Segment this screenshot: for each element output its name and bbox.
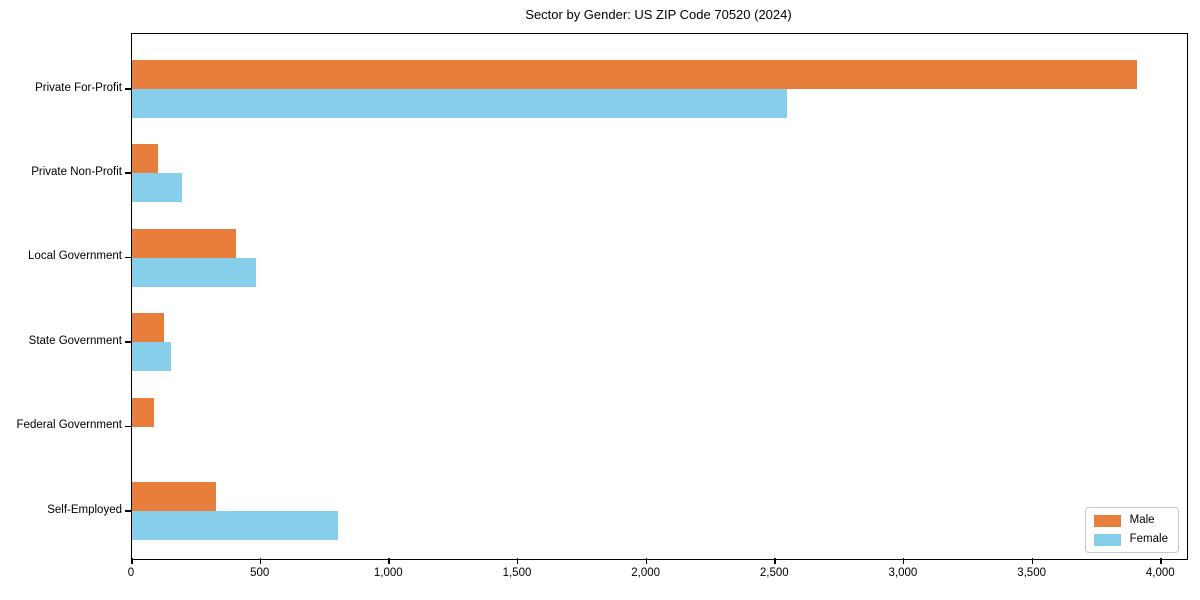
legend: Male Female: [1084, 507, 1179, 553]
y-tick-mark: [125, 172, 131, 174]
y-tick-label-local-government: Local Government: [28, 250, 122, 263]
x-tick-label-4000: 4,000: [1145, 567, 1175, 579]
y-tick-label-self-employed: Self-Employed: [47, 503, 122, 516]
y-tick-label-federal-government: Federal Government: [16, 419, 122, 432]
y-tick-mark: [125, 510, 131, 512]
x-tick-mark: [516, 558, 519, 564]
y-tick-label-state-government: State Government: [28, 334, 122, 347]
x-tick-mark: [645, 558, 648, 564]
x-tick-label-3000: 3,000: [888, 567, 918, 579]
bar-female-private-non-profit: [132, 173, 183, 203]
legend-item-male: Male: [1093, 514, 1168, 527]
plot-area: Male Female: [131, 33, 1188, 560]
legend-swatch-female: [1093, 533, 1121, 546]
x-tick-mark: [259, 558, 262, 564]
bar-male-local-government: [132, 228, 237, 258]
y-tick-mark: [125, 88, 131, 90]
bar-male-state-government: [132, 313, 165, 343]
y-tick-label-private-non-profit: Private Non-Profit: [31, 165, 122, 178]
y-tick-mark: [125, 256, 131, 259]
bar-female-state-government: [132, 342, 171, 372]
bar-male-self-employed: [132, 482, 216, 511]
legend-label-male: Male: [1129, 514, 1155, 526]
y-tick-mark: [125, 425, 131, 428]
x-tick-mark: [388, 558, 390, 564]
x-tick-label-3500: 3,500: [1017, 567, 1046, 579]
bar-male-private-non-profit: [132, 144, 158, 174]
bar-female-self-employed: [132, 511, 338, 540]
y-tick-mark: [125, 341, 131, 343]
bar-male-private-for-profit: [132, 60, 1137, 89]
bar-female-local-government: [132, 257, 256, 287]
x-tick-label-2500: 2,500: [759, 567, 789, 579]
y-tick-label-private-for-profit: Private For-Profit: [35, 81, 122, 94]
x-tick-mark: [131, 558, 133, 564]
x-tick-label-1000: 1,000: [373, 567, 403, 579]
bar-female-private-for-profit: [132, 89, 787, 118]
x-tick-mark: [1160, 558, 1162, 564]
x-tick-mark: [902, 558, 905, 564]
x-tick-label-2000: 2,000: [631, 567, 661, 579]
x-tick-label-1500: 1,500: [502, 567, 532, 579]
x-tick-label-500: 500: [250, 567, 270, 579]
x-tick-mark: [774, 558, 776, 564]
bar-male-federal-government: [132, 397, 154, 427]
x-tick-label-0: 0: [127, 567, 135, 579]
legend-item-female: Female: [1093, 533, 1168, 546]
legend-swatch-male: [1093, 514, 1121, 527]
legend-label-female: Female: [1129, 533, 1168, 545]
x-tick-mark: [1031, 558, 1034, 564]
chart-title: Sector by Gender: US ZIP Code 70520 (202…: [525, 7, 792, 22]
